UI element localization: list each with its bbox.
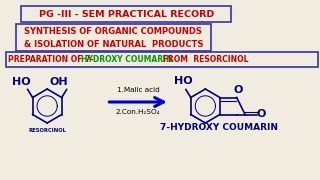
Text: HO: HO xyxy=(12,77,30,87)
Text: PG -III - SEM PRACTICAL RECORD: PG -III - SEM PRACTICAL RECORD xyxy=(39,10,214,19)
Text: O: O xyxy=(234,84,243,95)
Text: PREPARATION OF 7-: PREPARATION OF 7- xyxy=(8,55,96,64)
Text: OH: OH xyxy=(49,77,68,87)
FancyBboxPatch shape xyxy=(16,24,211,51)
Text: O: O xyxy=(256,109,266,118)
Text: HO: HO xyxy=(174,76,192,86)
Text: 1.Malic acid: 1.Malic acid xyxy=(117,87,159,93)
FancyBboxPatch shape xyxy=(21,6,231,22)
Text: 2.Con.H₂SO₄: 2.Con.H₂SO₄ xyxy=(116,109,160,115)
Text: 7-HYDROXY COUMARIN: 7-HYDROXY COUMARIN xyxy=(160,123,278,132)
Text: & ISOLATION OF NATURAL  PRODUCTS: & ISOLATION OF NATURAL PRODUCTS xyxy=(24,39,203,48)
Text: HYDROXY COUMARIN: HYDROXY COUMARIN xyxy=(81,55,172,64)
Text: FROM  RESORCINOL: FROM RESORCINOL xyxy=(160,55,248,64)
Text: RESORCINOL: RESORCINOL xyxy=(28,127,66,132)
FancyBboxPatch shape xyxy=(6,52,318,67)
Text: SYNTHESIS OF ORGANIC COMPOUNDS: SYNTHESIS OF ORGANIC COMPOUNDS xyxy=(24,27,202,36)
